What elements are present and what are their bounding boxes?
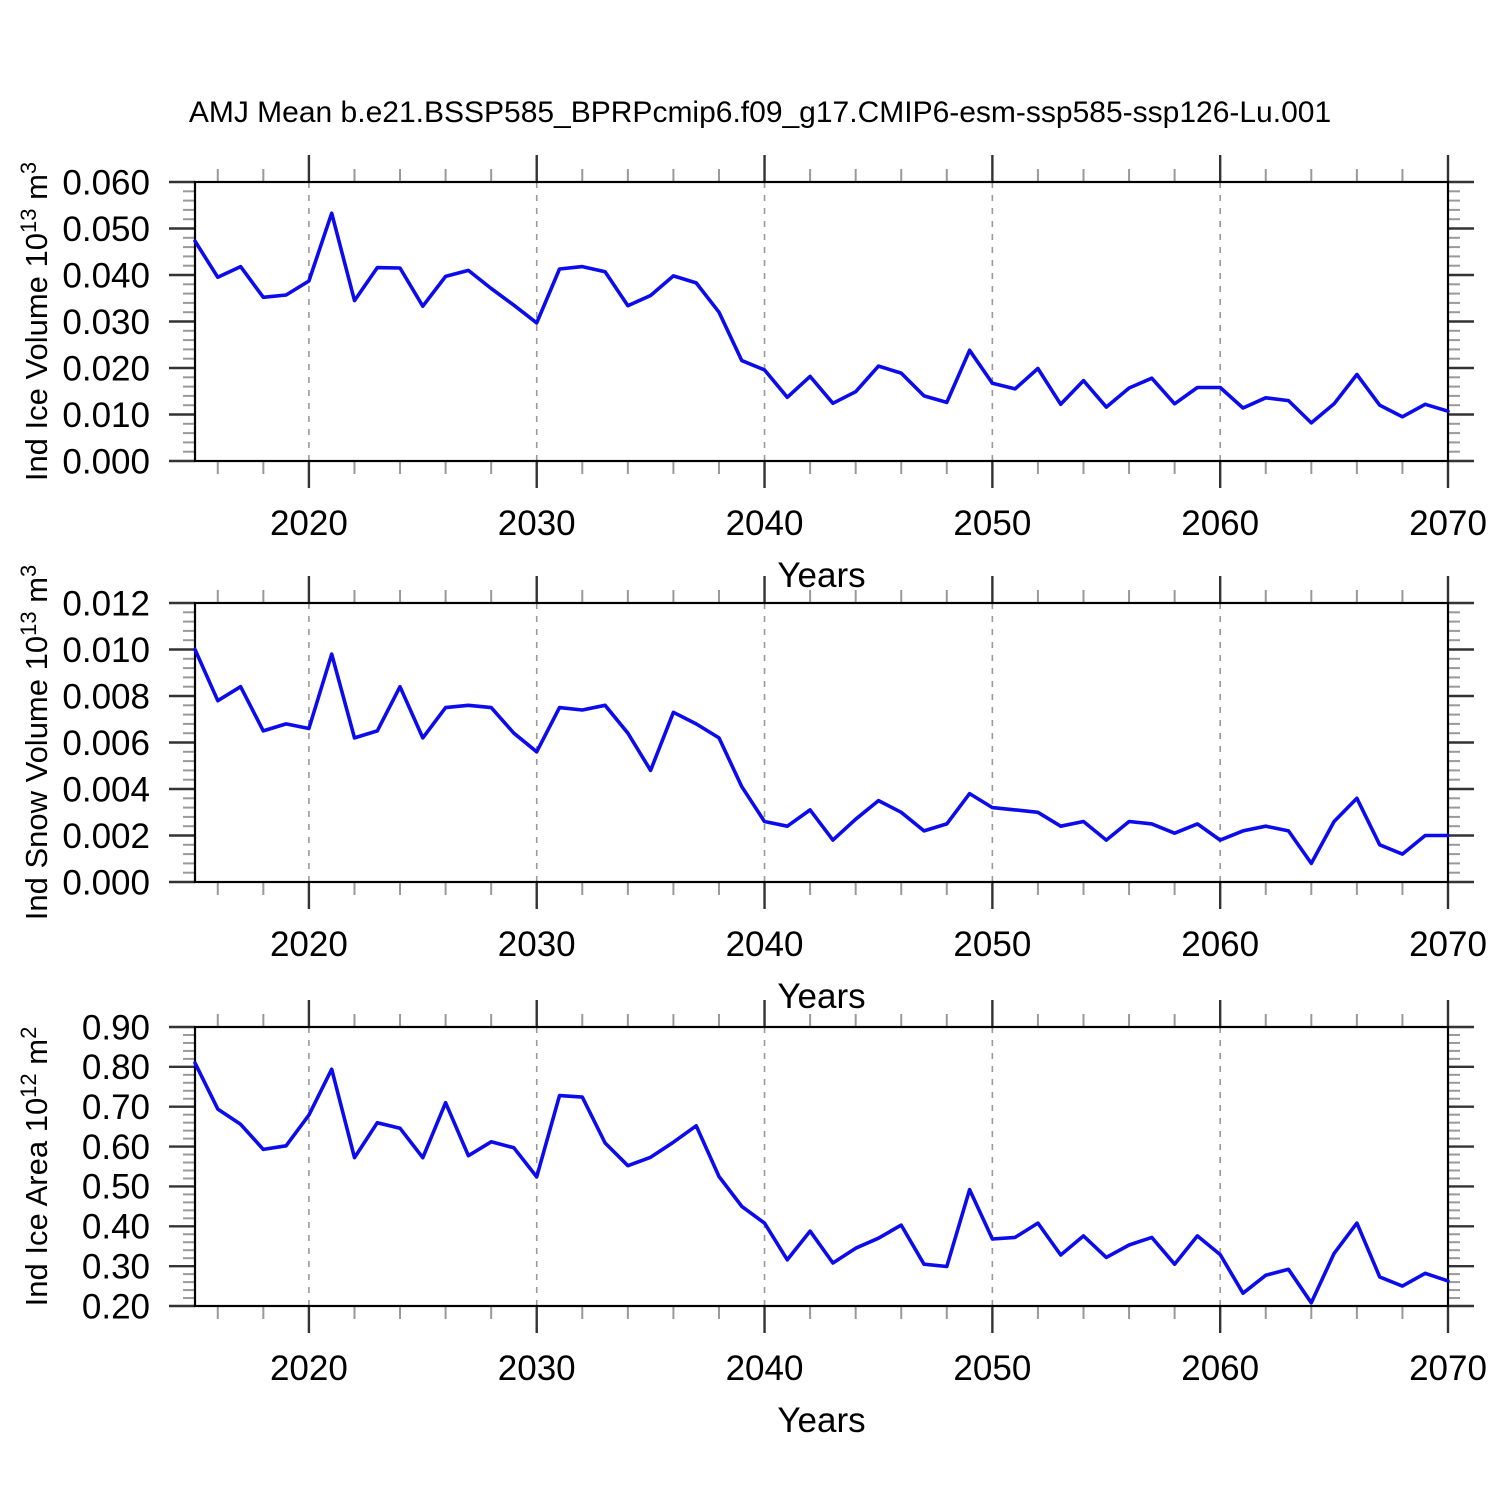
y-tick-label: 0.70 <box>82 1088 150 1127</box>
data-line-ice-area <box>193 1061 1450 1305</box>
y-tick-label: 0.000 <box>62 442 150 481</box>
x-axis-title: Years <box>777 1401 865 1440</box>
y-tick-label: 0.010 <box>62 396 150 435</box>
plot-frame <box>193 1025 1450 1308</box>
x-tick-label: 2060 <box>1181 925 1259 964</box>
panel-snow-volume: 2020 2030 2040 2050 2060 2070 0.000 0.002 0.004 0… <box>16 565 1487 1016</box>
x-tick-label: 2050 <box>953 504 1031 543</box>
plot-frame <box>193 180 1450 463</box>
x-tick-label: 2020 <box>270 504 348 543</box>
data-line-ice-volume <box>193 211 1450 425</box>
y-tick-label: 0.60 <box>82 1128 150 1167</box>
data-line-snow-volume <box>193 647 1450 866</box>
y-tick-label: 0.060 <box>62 163 150 202</box>
x-tick-label: 2070 <box>1409 925 1487 964</box>
y-axis-title: Ind Ice Volume 1013 m3 <box>16 162 54 481</box>
x-tick-label: 2040 <box>726 925 804 964</box>
y-tick-label: 0.90 <box>82 1008 150 1047</box>
x-tick-label: 2060 <box>1181 504 1259 543</box>
x-tick-label: 2020 <box>270 1349 348 1388</box>
y-axis-title: Ind Ice Area 1012 m2 <box>16 1027 54 1307</box>
y-tick-label: 0.012 <box>62 584 150 623</box>
x-tick-label: 2030 <box>498 1349 576 1388</box>
y-tick-label: 0.004 <box>62 770 150 809</box>
y-axis-title: Ind Snow Volume 1013 m3 <box>16 565 54 921</box>
x-tick-label: 2040 <box>726 504 804 543</box>
x-tick-label: 2030 <box>498 504 576 543</box>
x-tick-label: 2030 <box>498 925 576 964</box>
y-tick-label: 0.002 <box>62 817 150 856</box>
y-tick-label: 0.006 <box>62 724 150 763</box>
x-tick-label: 2050 <box>953 925 1031 964</box>
plot-frame <box>193 601 1450 884</box>
y-tick-label: 0.020 <box>62 349 150 388</box>
x-tick-label: 2020 <box>270 925 348 964</box>
y-tick-label: 0.010 <box>62 631 150 670</box>
x-axis-title: Years <box>777 556 865 595</box>
x-tick-label: 2070 <box>1409 1349 1487 1388</box>
y-tick-label: 0.20 <box>82 1287 150 1326</box>
figure-title: AMJ Mean b.e21.BSSP585_BPRPcmip6.f09_g17… <box>189 96 1331 129</box>
y-tick-label: 0.80 <box>82 1048 150 1087</box>
x-tick-label: 2040 <box>726 1349 804 1388</box>
x-tick-label: 2070 <box>1409 504 1487 543</box>
y-tick-label: 0.000 <box>62 863 150 902</box>
y-tick-label: 0.050 <box>62 210 150 249</box>
panel-ice-area: 2020 2030 2040 2050 2060 2070 0.200.300.400.50… <box>16 1000 1487 1440</box>
y-tick-label: 0.008 <box>62 677 150 716</box>
panel-ice-volume: 2020 2030 2040 2050 2060 2070 0.000 0.010 0.020 0… <box>16 155 1487 595</box>
y-tick-label: 0.40 <box>82 1208 150 1247</box>
y-tick-label: 0.30 <box>82 1247 150 1286</box>
y-tick-label: 0.040 <box>62 256 150 295</box>
x-tick-label: 2050 <box>953 1349 1031 1388</box>
panels-group: 2020 2030 2040 2050 2060 2070 0.000 0.010 0.020 0… <box>16 155 1487 1440</box>
x-tick-label: 2060 <box>1181 1349 1259 1388</box>
y-tick-label: 0.50 <box>82 1168 150 1207</box>
x-axis-title: Years <box>777 977 865 1016</box>
y-tick-label: 0.030 <box>62 303 150 342</box>
